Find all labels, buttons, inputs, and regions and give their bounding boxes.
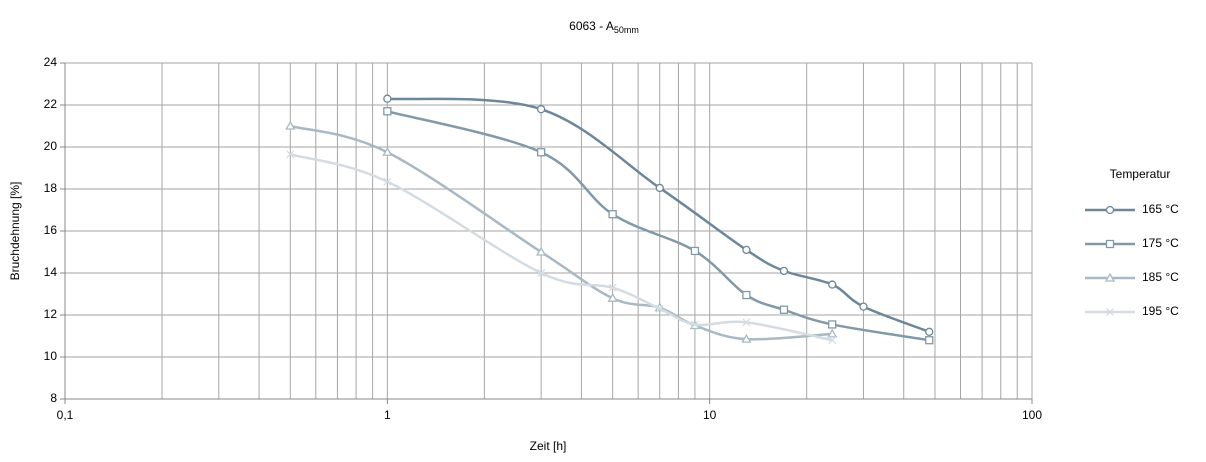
y-tick-label: 22 [44,97,58,111]
marker [859,302,868,311]
marker [536,148,546,157]
legend-label: 165 °C [1142,202,1179,216]
marker [779,266,789,276]
marker [1104,272,1116,282]
y-tick-label: 16 [44,223,58,237]
marker [1105,239,1115,249]
marker [382,146,393,156]
y-tick-label: 12 [44,307,58,321]
marker [1105,205,1115,215]
marker [1106,308,1114,316]
marker [690,320,699,329]
marker [828,280,837,289]
chart-title: 6063 - A50mm [569,19,639,35]
marker [655,304,664,313]
y-tick-label: 24 [44,55,58,69]
x-tick-label: 10 [703,408,717,422]
marker [742,290,751,300]
y-axis-label: Bruchdehnung [%] [8,182,22,281]
series-line [387,97,930,333]
marker [383,107,392,116]
marker [828,320,837,329]
y-tick-label: 18 [44,181,58,195]
series-line [289,153,833,342]
marker [741,333,752,343]
marker [655,183,664,193]
marker [285,120,296,130]
marker [607,292,618,302]
marker [537,269,546,277]
legend-label: 175 °C [1142,236,1179,250]
legend-label: 195 °C [1142,304,1179,318]
legend-title: Temperatur [1110,167,1171,181]
marker [925,327,934,336]
marker [742,318,751,327]
x-tick-label: 1 [384,408,391,422]
x-tick-label: 0,1 [57,408,74,422]
series-line [289,124,833,341]
title-subscript: 50mm [614,25,639,35]
y-tick-label: 20 [44,139,58,153]
x-tick-label: 100 [1022,408,1042,422]
y-tick-label: 14 [44,265,58,279]
y-tick-label: 10 [44,349,58,363]
x-axis-label: Zeit [h] [530,439,567,453]
marker [742,245,751,255]
marker [608,283,617,292]
marker [827,328,838,338]
marker [536,246,547,256]
marker [383,177,392,186]
marker [690,246,700,256]
marker [828,336,837,345]
marker [925,336,934,345]
marker [383,94,392,103]
y-tick-label: 8 [50,391,57,405]
marker [286,150,295,159]
marker [779,305,789,314]
title-main: 6063 - A [569,19,614,33]
legend-label: 185 °C [1142,270,1179,284]
marker [608,210,617,219]
marker [536,105,546,114]
